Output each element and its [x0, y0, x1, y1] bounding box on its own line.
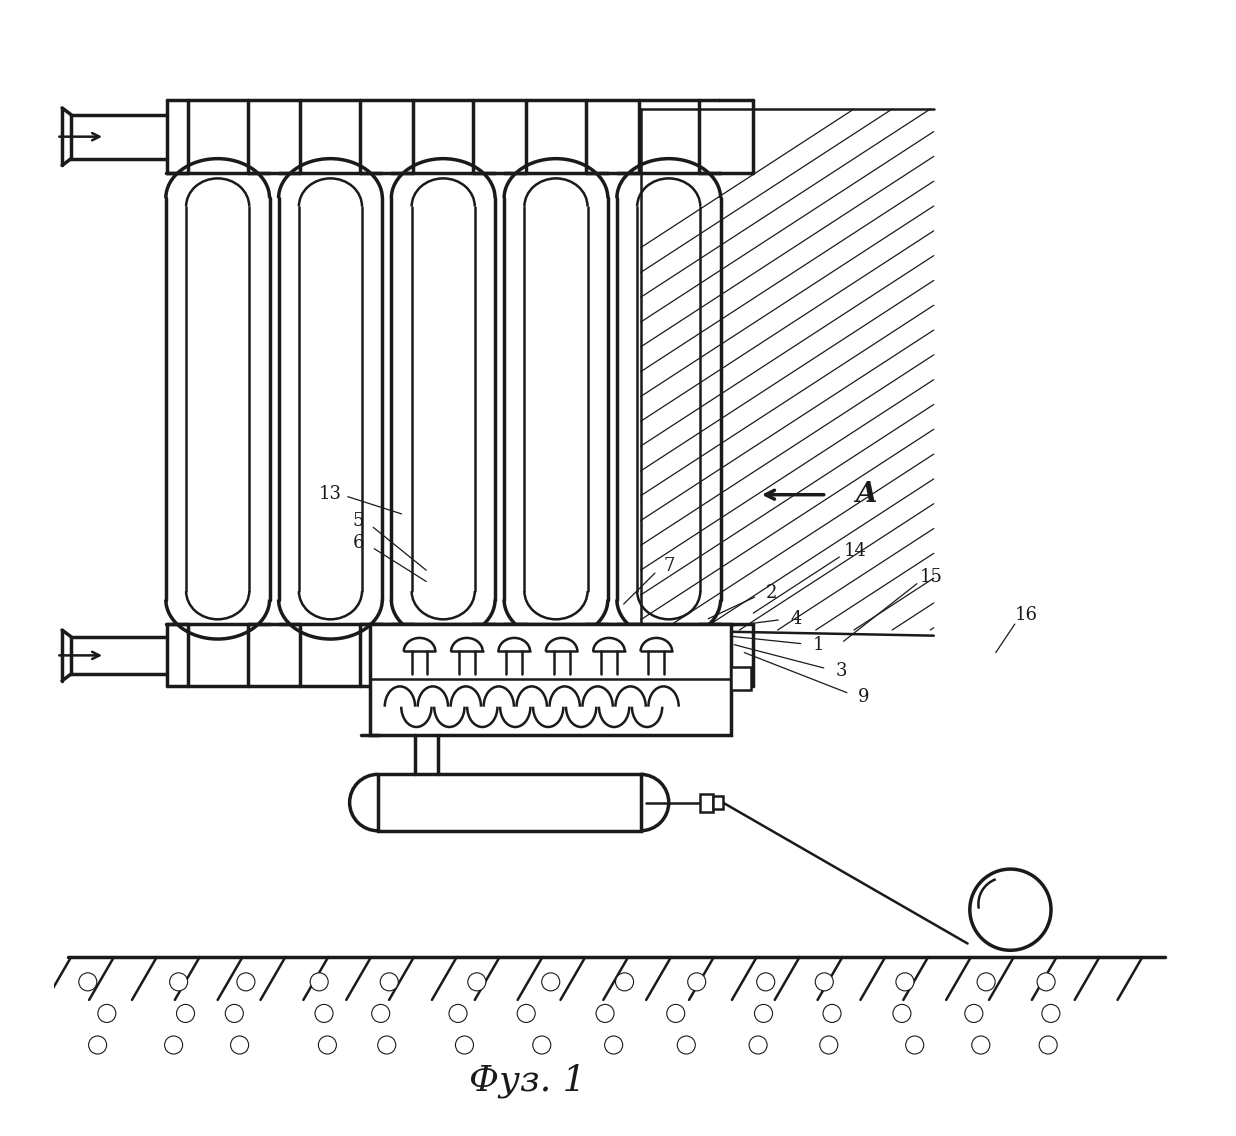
Circle shape — [616, 972, 634, 991]
Text: Фуз. 1: Фуз. 1 — [470, 1063, 586, 1099]
Circle shape — [164, 1036, 183, 1054]
Text: 6: 6 — [353, 534, 365, 552]
Circle shape — [225, 1004, 243, 1022]
Circle shape — [89, 1036, 106, 1054]
Circle shape — [906, 1036, 923, 1054]
Circle shape — [970, 869, 1051, 951]
Circle shape — [310, 972, 329, 991]
Circle shape — [971, 1036, 990, 1054]
Circle shape — [749, 1036, 768, 1054]
Circle shape — [237, 972, 255, 991]
Circle shape — [1039, 1036, 1057, 1054]
Circle shape — [372, 1004, 389, 1022]
Circle shape — [896, 972, 913, 991]
Text: 14: 14 — [843, 542, 866, 560]
Circle shape — [98, 1004, 116, 1022]
Text: 7: 7 — [662, 557, 675, 575]
Text: 9: 9 — [858, 687, 870, 705]
Bar — [378, 775, 640, 830]
Circle shape — [756, 972, 775, 991]
Text: 13: 13 — [319, 485, 342, 502]
Circle shape — [687, 972, 706, 991]
Circle shape — [541, 972, 560, 991]
Circle shape — [449, 1004, 467, 1022]
Text: A: A — [855, 482, 876, 508]
Circle shape — [604, 1036, 623, 1054]
Circle shape — [892, 1004, 911, 1022]
Circle shape — [169, 972, 188, 991]
Circle shape — [965, 1004, 983, 1022]
Circle shape — [177, 1004, 194, 1022]
Text: 3: 3 — [836, 661, 847, 679]
Circle shape — [378, 1036, 396, 1054]
Circle shape — [517, 1004, 535, 1022]
Circle shape — [1042, 1004, 1060, 1022]
Circle shape — [79, 972, 96, 991]
Circle shape — [231, 1036, 248, 1054]
Circle shape — [381, 972, 398, 991]
Text: 5: 5 — [353, 511, 365, 529]
Text: 2: 2 — [765, 584, 777, 602]
Circle shape — [754, 1004, 772, 1022]
Circle shape — [816, 972, 833, 991]
Circle shape — [596, 1004, 614, 1022]
Bar — [701, 794, 713, 811]
Bar — [730, 667, 751, 690]
Circle shape — [468, 972, 486, 991]
Circle shape — [319, 1036, 336, 1054]
Circle shape — [978, 972, 995, 991]
Text: 15: 15 — [920, 568, 943, 586]
Circle shape — [819, 1036, 838, 1054]
Text: 16: 16 — [1015, 607, 1038, 625]
Circle shape — [677, 1036, 696, 1054]
Bar — [370, 625, 730, 735]
Text: 4: 4 — [791, 610, 802, 628]
Circle shape — [666, 1004, 685, 1022]
Circle shape — [823, 1004, 840, 1022]
Circle shape — [315, 1004, 332, 1022]
Circle shape — [455, 1036, 473, 1054]
Circle shape — [533, 1036, 551, 1054]
Bar — [713, 796, 723, 809]
Circle shape — [1037, 972, 1056, 991]
Text: 1: 1 — [813, 636, 824, 653]
